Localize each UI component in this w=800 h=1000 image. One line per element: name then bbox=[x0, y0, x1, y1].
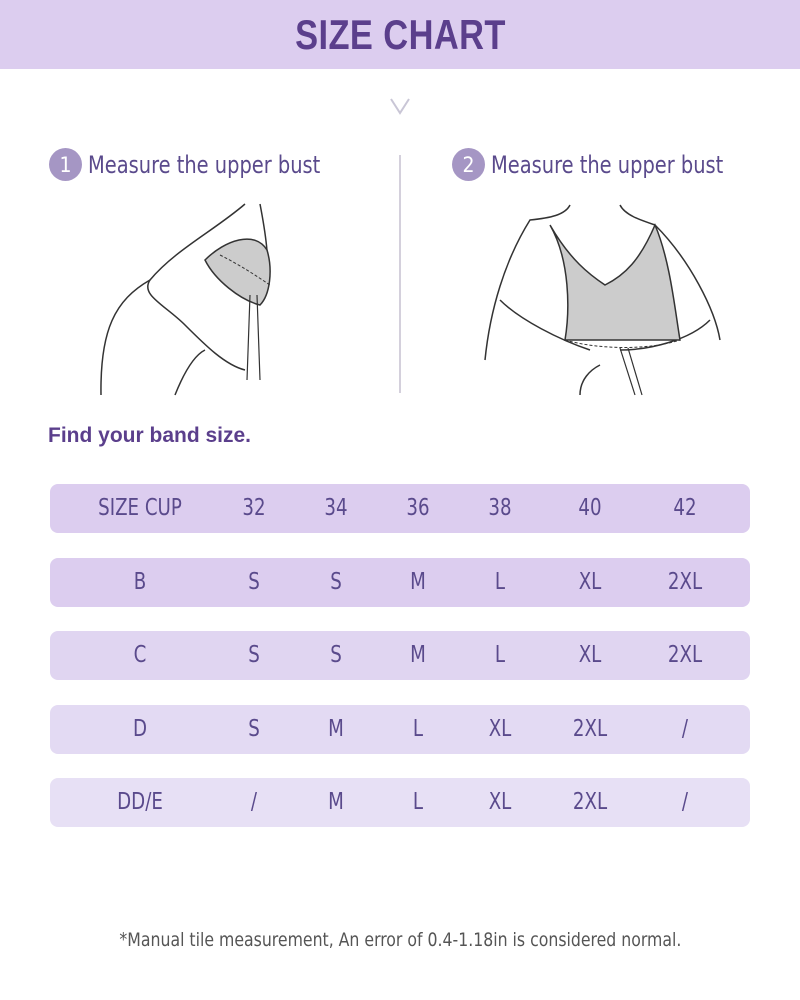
chevron-down-icon bbox=[390, 98, 410, 115]
size-cell: S bbox=[330, 642, 342, 668]
table-row: DD/E / M L XL 2XL / bbox=[50, 778, 750, 827]
step-label: Measure the upper bust bbox=[88, 150, 321, 179]
table-row: B S S M L XL 2XL bbox=[50, 558, 750, 607]
page-title: SIZE CHART bbox=[294, 10, 506, 58]
section-title: Find your band size. bbox=[48, 424, 252, 447]
size-cell: 2XL bbox=[572, 789, 608, 815]
footnote: *Manual tile measurement, An error of 0.… bbox=[0, 929, 800, 951]
header-cell: 32 bbox=[242, 495, 266, 521]
header-cell: 34 bbox=[324, 495, 348, 521]
size-cell: M bbox=[328, 789, 344, 815]
size-cell: M bbox=[328, 716, 344, 742]
size-cell: S bbox=[330, 569, 342, 595]
size-cell: M bbox=[410, 569, 426, 595]
side-measure-illustration bbox=[100, 203, 271, 396]
step-number-badge: 2 bbox=[452, 148, 485, 181]
divider bbox=[399, 155, 401, 393]
footnote-text: *Manual tile measurement, An error of 0.… bbox=[119, 929, 681, 951]
table-row: D S M L XL 2XL / bbox=[50, 705, 750, 754]
size-cell: L bbox=[494, 642, 506, 668]
step-2: 2 Measure the upper bust bbox=[452, 148, 749, 181]
header-cell: 38 bbox=[488, 495, 512, 521]
size-cell: M bbox=[410, 642, 426, 668]
size-cell: / bbox=[250, 789, 258, 815]
size-cell: L bbox=[494, 569, 506, 595]
size-cell: / bbox=[681, 716, 689, 742]
header-cell: 36 bbox=[406, 495, 430, 521]
table-row: C S S M L XL 2XL bbox=[50, 631, 750, 680]
size-cell: 2XL bbox=[572, 716, 608, 742]
step-1: 1 Measure the upper bust bbox=[49, 148, 346, 181]
size-cell: S bbox=[248, 642, 260, 668]
header-cell: 42 bbox=[673, 495, 697, 521]
table-header-row: SIZE CUP 32 34 36 38 40 42 bbox=[50, 484, 750, 533]
size-cell: 2XL bbox=[667, 642, 703, 668]
cup-cell: D bbox=[132, 716, 148, 742]
size-cell: L bbox=[412, 716, 424, 742]
size-cell: XL bbox=[578, 569, 602, 595]
size-cell: S bbox=[248, 569, 260, 595]
header-cell: 40 bbox=[578, 495, 602, 521]
size-cell: XL bbox=[488, 789, 512, 815]
size-cell: / bbox=[681, 789, 689, 815]
size-cell: L bbox=[412, 789, 424, 815]
size-cell: XL bbox=[578, 642, 602, 668]
step-number-badge: 1 bbox=[49, 148, 82, 181]
title-banner: SIZE CHART bbox=[0, 0, 800, 69]
size-cell: S bbox=[248, 716, 260, 742]
cup-cell: B bbox=[133, 569, 147, 595]
front-measure-illustration bbox=[484, 204, 721, 396]
header-cell: SIZE CUP bbox=[98, 495, 182, 521]
cup-cell: C bbox=[133, 642, 147, 668]
cup-cell: DD/E bbox=[117, 789, 163, 815]
size-cell: 2XL bbox=[667, 569, 703, 595]
step-label: Measure the upper bust bbox=[491, 150, 724, 179]
size-cell: XL bbox=[488, 716, 512, 742]
